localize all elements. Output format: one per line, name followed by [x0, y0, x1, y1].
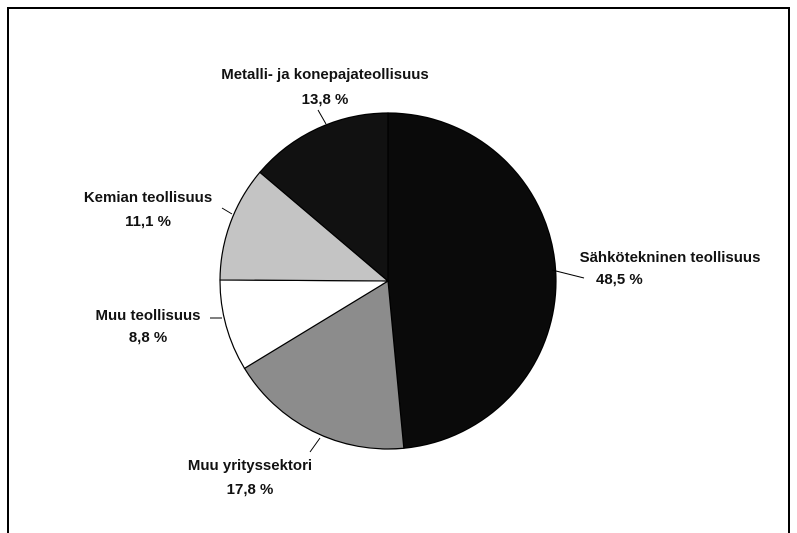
slice-name: Metalli- ja konepajateollisuus [221, 66, 429, 83]
leader-line [317, 109, 327, 125]
slice-value: 11,1 % [125, 213, 171, 230]
pie-slice [259, 112, 389, 283]
leader-line [551, 269, 585, 279]
pie-slice [219, 171, 390, 282]
slice-name: Muu yrityssektori [188, 457, 312, 474]
pie-slice [243, 279, 405, 450]
slice-value: 13,8 % [302, 91, 349, 108]
frame [7, 7, 790, 533]
slice-value: 8,8 % [129, 329, 167, 346]
slice-name: Sähkötekninen teollisuus [580, 249, 761, 266]
slice-name: Kemian teollisuus [84, 189, 212, 206]
pie-slice [387, 112, 557, 449]
leader-line [309, 437, 321, 453]
slice-value: 48,5 % [596, 271, 643, 288]
slice-value: 17,8 % [227, 481, 274, 498]
slice-name: Muu teollisuus [96, 307, 201, 324]
pie-slice [219, 279, 391, 370]
leader-line [221, 207, 233, 215]
